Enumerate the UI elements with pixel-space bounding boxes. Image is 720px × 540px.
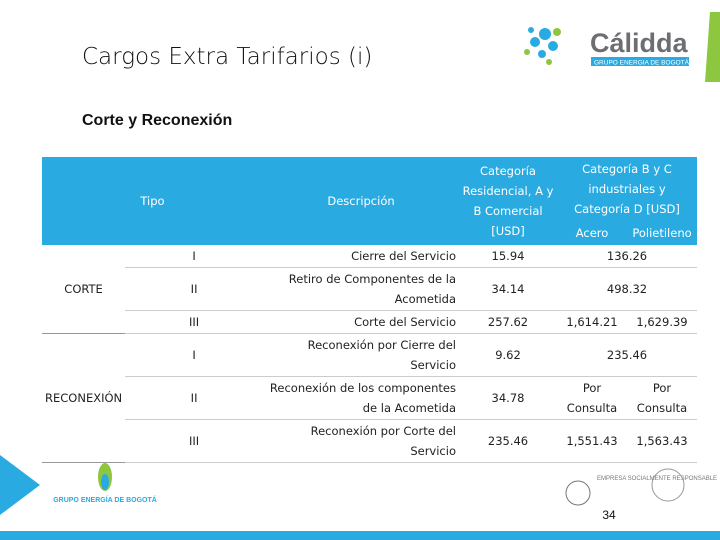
- col-header: Categoría B y C industriales y Categoría…: [557, 157, 697, 221]
- tipo: III: [125, 419, 263, 463]
- col-header: Descripción: [263, 157, 459, 245]
- acero: 1,551.43: [557, 419, 627, 463]
- tipo: II: [125, 376, 263, 420]
- tipo: I: [125, 333, 263, 377]
- descripcion: Reconexión por Corte del Servicio: [263, 419, 459, 463]
- col-header: Acero: [557, 221, 627, 245]
- cat-a: 15.94: [459, 245, 557, 268]
- cat-a: 34.78: [459, 376, 557, 420]
- cat-a: 9.62: [459, 333, 557, 377]
- logo-name: Cálidda: [590, 28, 689, 58]
- subtitle: Corte y Reconexión: [82, 112, 233, 129]
- acero: Por Consulta: [557, 376, 627, 420]
- table-row: III Corte del Servicio 257.62 1,614.21 1,629…: [42, 310, 697, 334]
- page-number: 34: [602, 508, 616, 522]
- table-row: RECONEXIÓN I Reconexión por Cierre del Ser…: [42, 333, 697, 463]
- descripcion: Corte del Servicio: [263, 310, 459, 334]
- table-row: II Reconexión de los componentes de la Ac…: [42, 376, 697, 420]
- logo-tagline: GRUPO ENERGIA DE BOGOTÁ: [594, 58, 690, 67]
- polietileno: 1,563.43: [627, 419, 697, 463]
- acero: 1,614.21: [557, 310, 627, 334]
- table-row: II Retiro de Componentes de la Acometida 3…: [42, 267, 697, 311]
- descripcion: Reconexión de los componentes de la Acom…: [263, 376, 459, 420]
- descripcion: Retiro de Componentes de la Acometida: [263, 267, 459, 311]
- col-header: Categoría Residencial, A y B Comercial […: [459, 157, 557, 245]
- polietileno: 1,629.39: [627, 310, 697, 334]
- cat-bcd: 235.46: [557, 333, 697, 377]
- group-label: CORTE: [42, 245, 126, 334]
- cat-bcd: 136.26: [557, 245, 697, 268]
- group-label: RECONEXIÓN: [42, 333, 126, 463]
- footer-logo: GRUPO ENERGÍA DE BOGOTÁ: [53, 495, 157, 504]
- esr-logo: EMPRESA SOCIALMENTE RESPONSABLE: [597, 476, 717, 482]
- polietileno: Por Consulta: [627, 376, 697, 420]
- tariff-table: Tipo Descripción Categoría Residencial, …: [42, 157, 697, 463]
- descripcion: Cierre del Servicio: [263, 245, 459, 268]
- col-header: Tipo: [42, 157, 263, 245]
- logo: Cálidda GRUPO ENERGIA DE BOGOTÁ: [524, 12, 720, 82]
- col-header: Polietileno: [627, 221, 697, 245]
- footer: GRUPO ENERGÍA DE BOGOTÁ EMPRESA SOCIALME…: [0, 455, 720, 540]
- tipo: III: [125, 310, 263, 334]
- cat-a: 34.14: [459, 267, 557, 311]
- cat-a: 235.46: [459, 419, 557, 463]
- cat-a: 257.62: [459, 310, 557, 334]
- table-row: CORTE I Cierre del Servicio 15.94 136.26: [42, 245, 697, 334]
- title: Cargos Extra Tarifarios (i): [82, 44, 373, 70]
- tipo: II: [125, 267, 263, 311]
- cat-bcd: 498.32: [557, 267, 697, 311]
- descripcion: Reconexión por Cierre del Servicio: [263, 333, 459, 377]
- table-row: III Reconexión por Corte del Servicio 235.…: [42, 419, 697, 463]
- tipo: I: [125, 245, 263, 268]
